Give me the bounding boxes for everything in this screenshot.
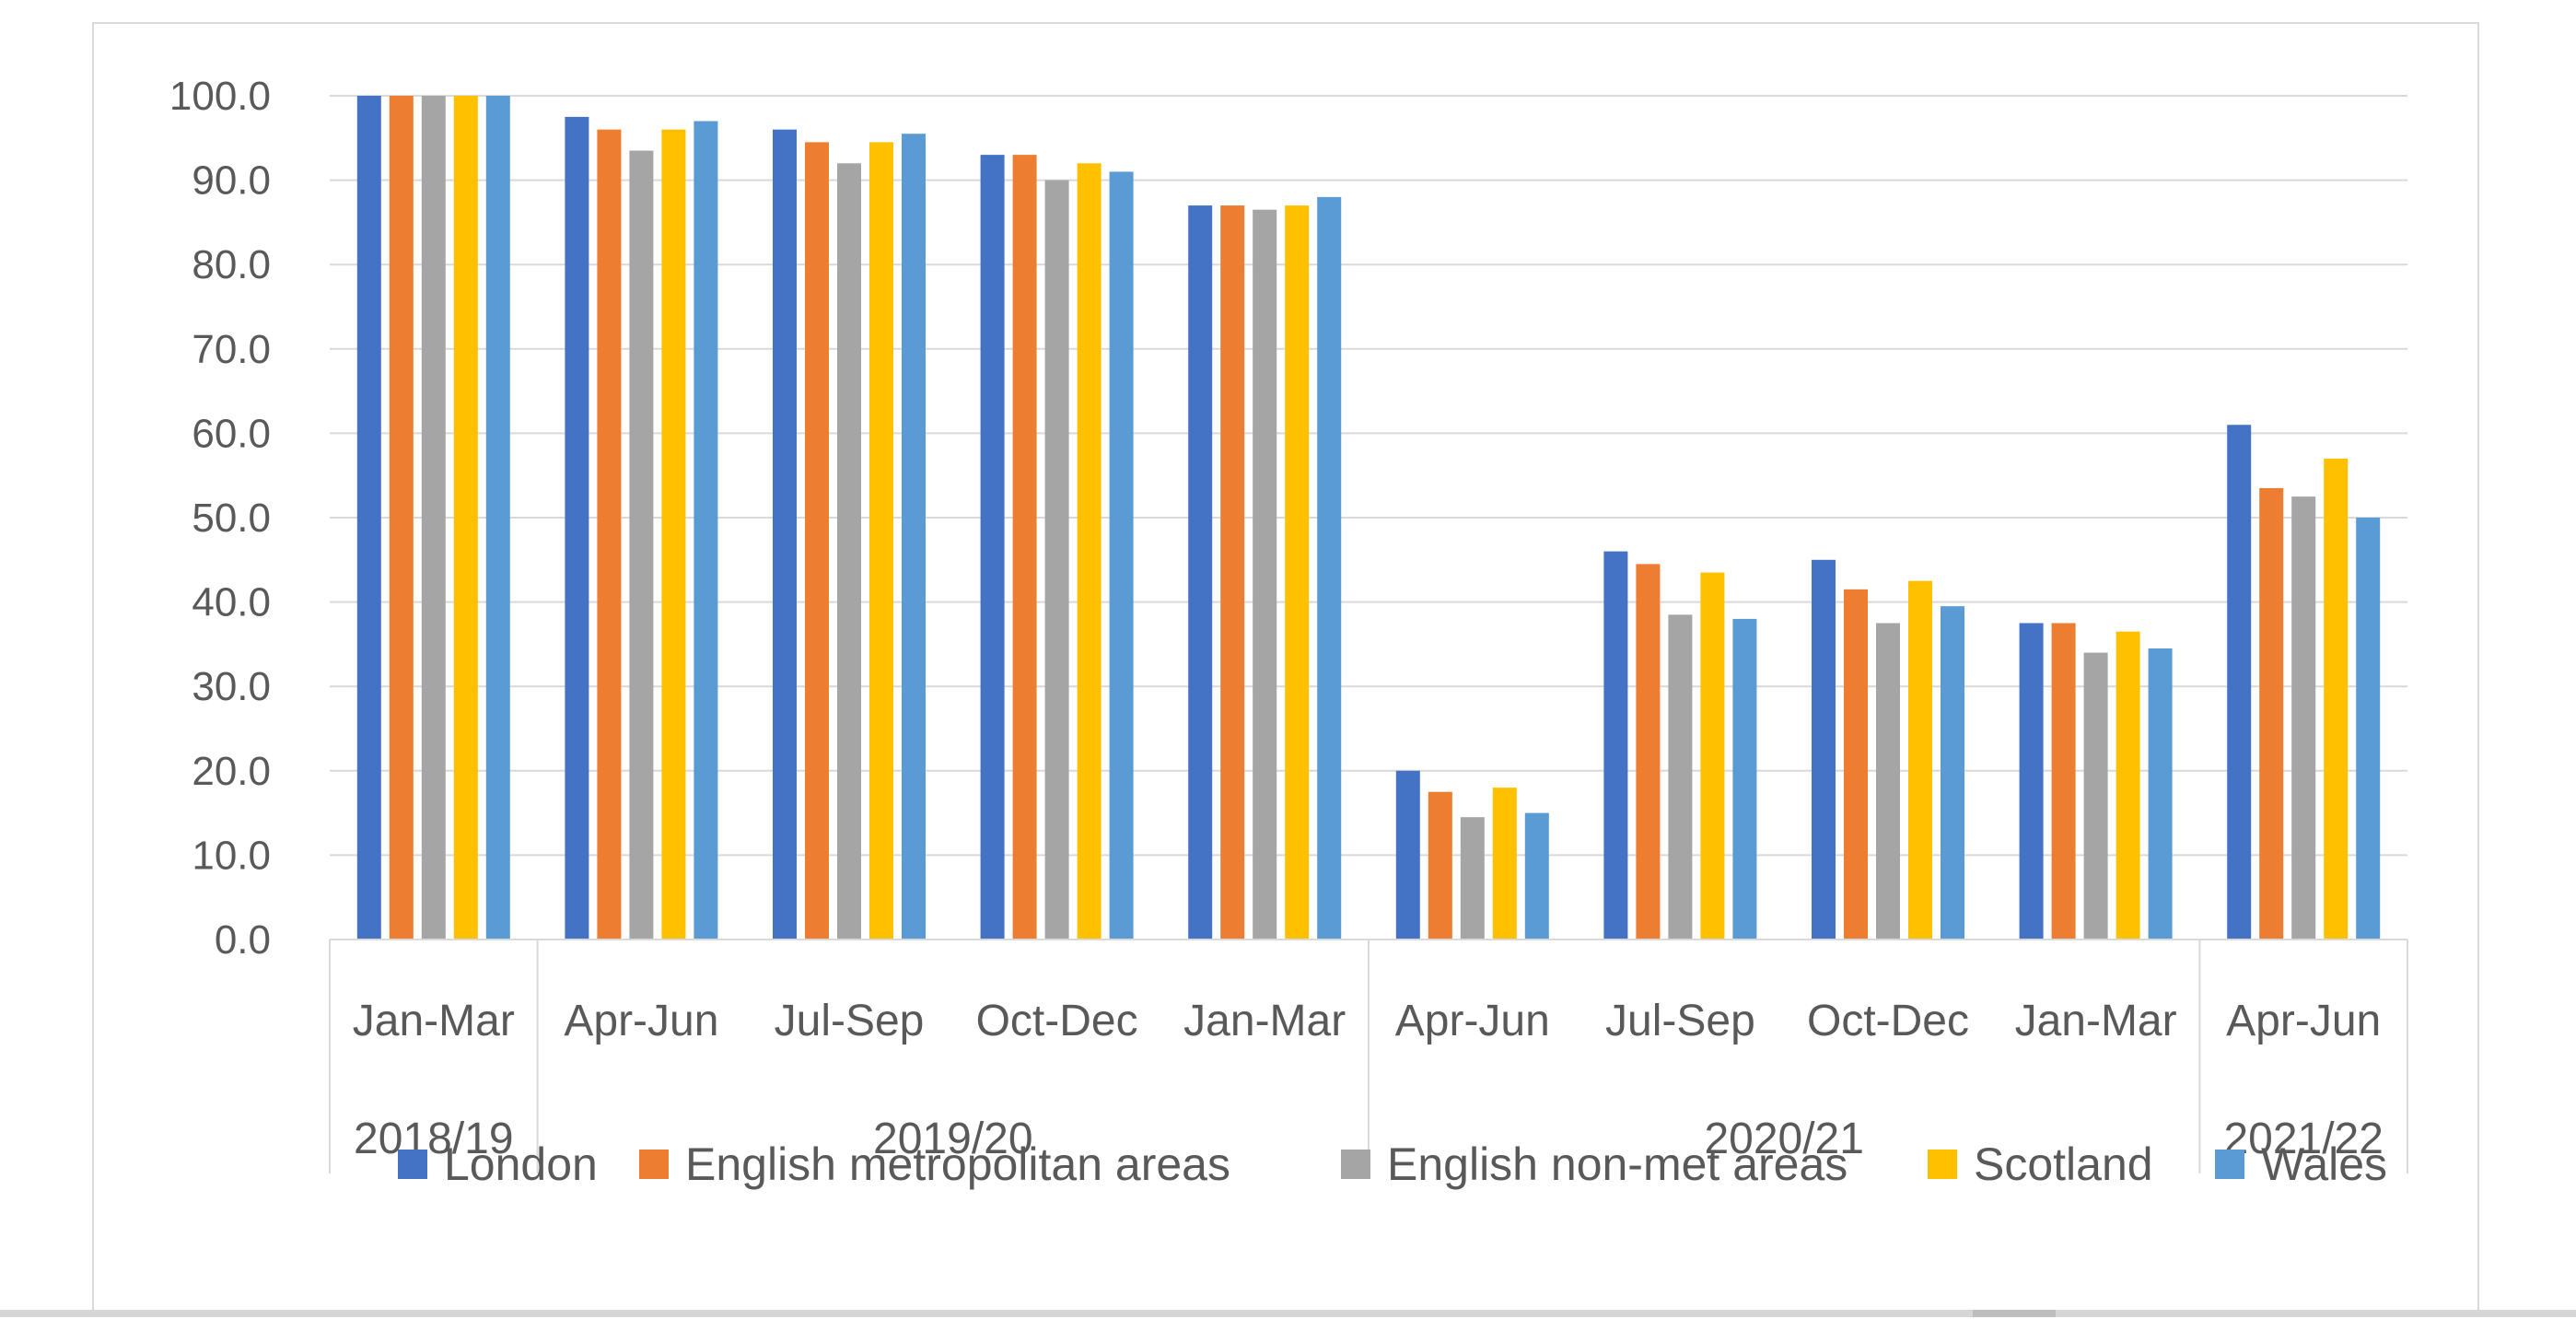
bar	[356, 96, 381, 940]
bar	[1636, 564, 1661, 940]
bar	[2356, 518, 2381, 940]
bar	[485, 96, 510, 940]
y-tick-label: 80.0	[192, 242, 271, 287]
bar	[2259, 487, 2284, 940]
bar	[1317, 196, 1342, 940]
y-tick-label: 70.0	[192, 327, 271, 372]
bar	[1285, 205, 1310, 940]
legend-label: English non-met areas	[1387, 1138, 1847, 1190]
x-group-label: 2018/19	[354, 1115, 514, 1163]
bar	[1395, 770, 1420, 940]
legend-item: English metropolitan areas	[639, 1138, 1230, 1190]
y-axis-tick-labels: 0.0 10.0 20.0 30.0 40.0 50.0 60.0 70.0 80.0 90.0 1…	[169, 74, 271, 963]
y-tick-label: 40.0	[192, 580, 271, 625]
bar	[1253, 209, 1277, 940]
x-group-label: 2020/21	[1704, 1115, 1864, 1163]
bar	[1044, 180, 1069, 940]
bar	[1603, 551, 1628, 940]
legend-item: Wales	[2215, 1138, 2387, 1190]
window-bottom-edge	[0, 1310, 2576, 1317]
bar	[1812, 559, 1836, 940]
bar	[1077, 163, 1102, 940]
bar	[1524, 812, 1549, 940]
legend-swatch	[639, 1150, 669, 1179]
legend-label: London	[444, 1138, 598, 1190]
bar	[1492, 788, 1517, 940]
x-category-label: Oct-Dec	[1807, 997, 1969, 1045]
legend-swatch	[1341, 1150, 1370, 1179]
bar	[661, 129, 686, 940]
bar	[1109, 171, 1134, 940]
bar	[1012, 155, 1037, 940]
bar	[597, 129, 622, 940]
bar	[1844, 589, 1868, 940]
bar	[837, 163, 861, 940]
x-category-label: Oct-Dec	[976, 997, 1138, 1045]
bar	[2148, 648, 2173, 940]
y-tick-label: 90.0	[192, 158, 271, 204]
bar	[869, 142, 893, 940]
bar	[565, 116, 589, 940]
bar	[694, 121, 718, 940]
y-tick-label: 30.0	[192, 664, 271, 709]
bar	[2051, 623, 2076, 940]
bar	[453, 96, 478, 940]
scrollbar-thumb[interactable]	[1973, 1310, 2056, 1317]
bar-chart: 0.0 10.0 20.0 30.0 40.0 50.0 60.0 70.0 80.0 90.0 1…	[169, 74, 2408, 1190]
legend-item: English non-met areas	[1341, 1138, 1847, 1190]
bar	[2291, 496, 2316, 940]
bar	[1428, 791, 1452, 940]
legend-swatch	[1928, 1150, 1957, 1179]
y-tick-label: 10.0	[192, 833, 271, 878]
legend-label: Scotland	[1974, 1138, 2153, 1190]
x-category-label: Apr-Jun	[2226, 997, 2381, 1045]
bar	[902, 134, 926, 940]
bar	[2116, 631, 2140, 940]
bar	[1460, 817, 1485, 940]
x-category-label: Apr-Jun	[564, 997, 718, 1045]
legend-label: Wales	[2261, 1138, 2387, 1190]
x-axis: Jan-Mar Apr-Jun Jul-Sep Oct-Dec Jan-Mar Apr-J…	[329, 939, 2408, 1173]
x-category-label: Jan-Mar	[2015, 997, 2177, 1045]
bar	[389, 96, 414, 940]
x-category-label: Jan-Mar	[1183, 997, 1346, 1045]
bar	[2083, 652, 2108, 940]
bar	[421, 96, 446, 940]
y-tick-label: 50.0	[192, 496, 271, 541]
bar	[1220, 205, 1245, 940]
x-category-label: Apr-Jun	[1395, 997, 1550, 1045]
x-category-label: Jan-Mar	[353, 997, 515, 1045]
legend-swatch	[2215, 1150, 2244, 1179]
x-group-label: 2019/20	[873, 1115, 1033, 1163]
x-category-label: Jul-Sep	[1605, 997, 1755, 1045]
legend-label: English metropolitan areas	[685, 1138, 1230, 1190]
bar	[1732, 618, 1757, 940]
bar	[2324, 458, 2349, 940]
bar	[1876, 623, 1900, 940]
x-category-label: Jul-Sep	[775, 997, 925, 1045]
y-tick-label: 60.0	[192, 411, 271, 456]
bar	[2019, 623, 2044, 940]
chart-frame: 0.0 10.0 20.0 30.0 40.0 50.0 60.0 70.0 80.0 90.0 1…	[92, 22, 2479, 1317]
legend-item: Scotland	[1928, 1138, 2153, 1190]
bar	[2227, 425, 2252, 940]
y-tick-label: 100.0	[169, 74, 271, 119]
bar	[773, 129, 797, 940]
bar	[629, 150, 654, 940]
bar	[1941, 606, 1964, 940]
bar	[1668, 614, 1693, 940]
bars	[356, 96, 2381, 940]
bar	[1700, 572, 1725, 940]
legend-swatch	[398, 1150, 427, 1179]
bar	[805, 142, 829, 940]
legend: London English metropolitan areas English …	[398, 1138, 2387, 1190]
legend-item: London	[398, 1138, 598, 1190]
y-tick-label: 0.0	[215, 917, 271, 963]
bar	[1188, 205, 1213, 940]
y-tick-label: 20.0	[192, 749, 271, 794]
x-group-label: 2021/22	[2223, 1115, 2384, 1163]
bar	[980, 155, 1005, 940]
bar	[1908, 580, 1932, 940]
